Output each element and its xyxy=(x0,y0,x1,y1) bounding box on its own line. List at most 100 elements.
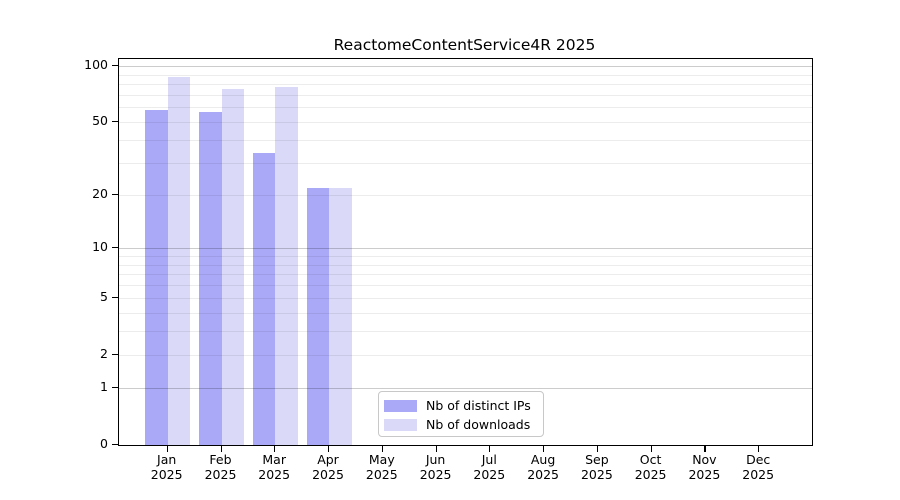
legend-label: Nb of downloads xyxy=(426,416,531,432)
legend-label: Nb of distinct IPs xyxy=(426,397,531,413)
gridline-minor-40 xyxy=(119,140,812,141)
gridline-minor-90 xyxy=(119,74,812,76)
gridline-minor-3 xyxy=(119,331,812,333)
gridline-minor-8 xyxy=(119,264,812,266)
x-tick-nov xyxy=(704,446,706,452)
gridline-minor-4 xyxy=(119,312,812,314)
x-label-month: Jun xyxy=(425,452,446,467)
gridline-major-100 xyxy=(119,66,812,67)
gridline-minor-70 xyxy=(119,94,812,96)
x-tick-feb xyxy=(220,446,222,452)
y-tick-100 xyxy=(112,65,118,67)
x-tick-label-jun: Jun 2025 xyxy=(406,452,466,482)
bar-feb-downloads xyxy=(221,89,244,445)
x-label-year: 2025 xyxy=(312,467,344,482)
x-label-year: 2025 xyxy=(688,467,721,482)
gridline-minor-80 xyxy=(119,84,812,86)
x-tick-label-apr: Apr 2025 xyxy=(298,452,358,482)
x-tick-apr xyxy=(328,446,330,452)
x-tick-label-mar: Mar 2025 xyxy=(244,452,304,482)
bar-mar-downloads xyxy=(275,87,298,445)
x-label-year: 2025 xyxy=(473,467,506,482)
x-tick-label-jul: Jul 2025 xyxy=(459,452,519,482)
y-tick-label-20: 20 xyxy=(92,186,108,201)
x-label-year: 2025 xyxy=(634,467,667,482)
bar-apr-downloads xyxy=(329,187,352,445)
x-label-year: 2025 xyxy=(527,467,559,482)
y-tick-1 xyxy=(112,387,118,389)
y-tick-label-50: 50 xyxy=(92,113,108,129)
bar-mar-ips xyxy=(252,153,276,445)
bar-jan-downloads xyxy=(167,77,191,445)
gridline-minor-9 xyxy=(119,255,812,257)
x-tick-label-jan: Jan 2025 xyxy=(137,452,197,482)
x-label-month: Oct xyxy=(639,452,662,467)
bar-feb-ips xyxy=(199,111,222,445)
gridline-minor-5 xyxy=(119,297,812,299)
y-tick-0 xyxy=(112,444,118,446)
bar-jan-ips xyxy=(145,110,168,445)
x-label-month: Nov xyxy=(692,452,717,467)
grid-layer xyxy=(119,59,812,445)
x-tick-jan xyxy=(166,446,168,452)
x-tick-label-oct: Oct 2025 xyxy=(621,452,681,482)
x-label-month: May xyxy=(368,452,395,467)
x-tick-may xyxy=(381,446,383,452)
y-tick-20 xyxy=(112,194,118,196)
bar-apr-ips xyxy=(306,187,329,445)
y-tick-5 xyxy=(112,296,118,299)
gridline-minor-60 xyxy=(119,107,812,109)
x-tick-label-dec: Dec 2025 xyxy=(728,452,788,482)
x-label-year: 2025 xyxy=(365,467,398,482)
x-label-month: Jan xyxy=(157,452,177,467)
gridline-minor-20 xyxy=(119,195,812,196)
gridline-minor-7 xyxy=(119,274,812,276)
x-tick-label-nov: Nov 2025 xyxy=(674,452,734,482)
x-label-year: 2025 xyxy=(419,467,452,482)
x-tick-jun xyxy=(435,446,437,452)
x-label-month: Apr xyxy=(317,452,339,467)
x-label-month: Aug xyxy=(530,452,556,467)
y-tick-10 xyxy=(112,247,118,249)
legend-entry-ips: Nb of distinct IPs xyxy=(384,396,543,415)
legend-entry-downloads: Nb of downloads xyxy=(384,415,543,434)
y-tick-label-100: 100 xyxy=(84,57,108,72)
x-label-month: Sep xyxy=(585,452,609,467)
gridline-minor-50 xyxy=(119,122,812,124)
x-label-year: 2025 xyxy=(580,467,613,482)
gridline-major-1 xyxy=(119,388,812,390)
x-label-year: 2025 xyxy=(204,467,237,482)
x-tick-dec xyxy=(758,446,760,452)
x-label-month: Dec xyxy=(746,452,771,467)
chart-title: ReactomeContentService4R 2025 xyxy=(333,36,596,54)
x-label-year: 2025 xyxy=(258,467,291,482)
legend-swatch-ips xyxy=(384,399,417,412)
gridline-minor-6 xyxy=(119,285,812,287)
gridline-minor-30 xyxy=(119,163,812,164)
gridline-minor-2 xyxy=(119,354,812,356)
x-label-year: 2025 xyxy=(150,467,183,482)
plot-area xyxy=(118,58,813,446)
x-tick-oct xyxy=(650,446,652,452)
gridline-major-10 xyxy=(119,248,812,250)
legend: Nb of distinct IPs Nb of downloads xyxy=(378,391,544,437)
y-tick-label-0: 0 xyxy=(100,436,108,451)
y-tick-label-2: 2 xyxy=(100,345,108,361)
y-tick-label-5: 5 xyxy=(100,288,108,304)
x-tick-label-sep: Sep 2025 xyxy=(567,452,627,482)
x-tick-aug xyxy=(543,446,545,452)
x-label-month: Jul xyxy=(481,452,497,467)
x-tick-mar xyxy=(274,446,276,452)
x-label-year: 2025 xyxy=(742,467,775,482)
legend-swatch-downloads xyxy=(384,418,417,431)
bars-layer xyxy=(119,59,812,445)
x-label-month: Mar xyxy=(262,452,286,467)
x-label-month: Feb xyxy=(209,452,232,467)
x-tick-jul xyxy=(489,446,491,452)
x-tick-label-feb: Feb 2025 xyxy=(191,452,251,482)
x-tick-label-may: May 2025 xyxy=(352,452,412,482)
y-tick-label-10: 10 xyxy=(92,239,108,255)
x-tick-sep xyxy=(596,446,599,452)
y-tick-label-1: 1 xyxy=(100,379,108,395)
